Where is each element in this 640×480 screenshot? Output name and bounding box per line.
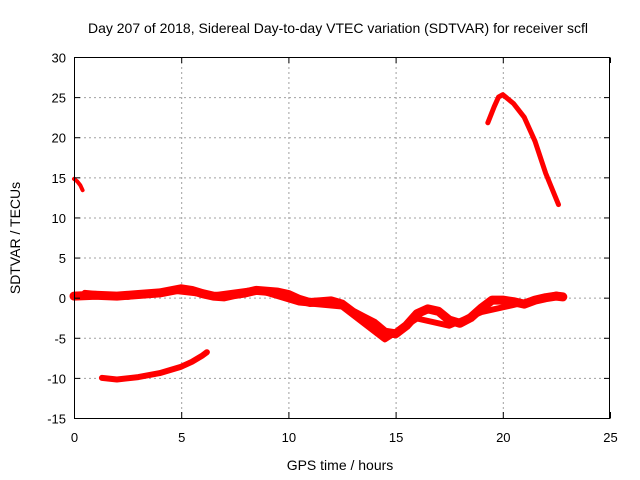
x-tick-label: 15: [389, 430, 403, 445]
y-tick-label: 5: [59, 251, 66, 266]
y-tick-label: -15: [47, 412, 66, 427]
x-tick-label: 10: [282, 430, 296, 445]
y-tick-label: 20: [52, 131, 66, 146]
chart-title: Day 207 of 2018, Sidereal Day-to-day VTE…: [88, 20, 588, 36]
x-tick-label: 5: [178, 430, 185, 445]
x-tick-labels: 0 5 10 15 20 25: [71, 430, 618, 445]
ticks: [74, 57, 611, 419]
series-sat-b: [98, 349, 210, 383]
y-axis-title: SDTVAR / TECUs: [7, 182, 23, 294]
plot-frame: [74, 57, 610, 419]
series-sat-a: [72, 176, 85, 193]
y-tick-label: 15: [52, 171, 66, 186]
x-axis-title: GPS time / hours: [287, 457, 394, 473]
x-tick-label: 20: [496, 430, 510, 445]
grid: [74, 57, 610, 418]
y-tick-label: 30: [52, 51, 66, 66]
y-tick-label: 0: [59, 291, 66, 306]
series-sat-c: [485, 92, 561, 208]
series-layer: [69, 92, 568, 383]
y-tick-label: 10: [52, 211, 66, 226]
series-sat-e: [81, 286, 560, 343]
x-tick-label: 25: [603, 430, 617, 445]
y-tick-labels: -15 -10 -5 0 5 10 15 20 25 30: [47, 51, 66, 427]
y-tick-label: -10: [47, 371, 66, 386]
y-tick-label: 25: [52, 91, 66, 106]
y-tick-label: -5: [54, 331, 66, 346]
x-tick-label: 0: [71, 430, 78, 445]
